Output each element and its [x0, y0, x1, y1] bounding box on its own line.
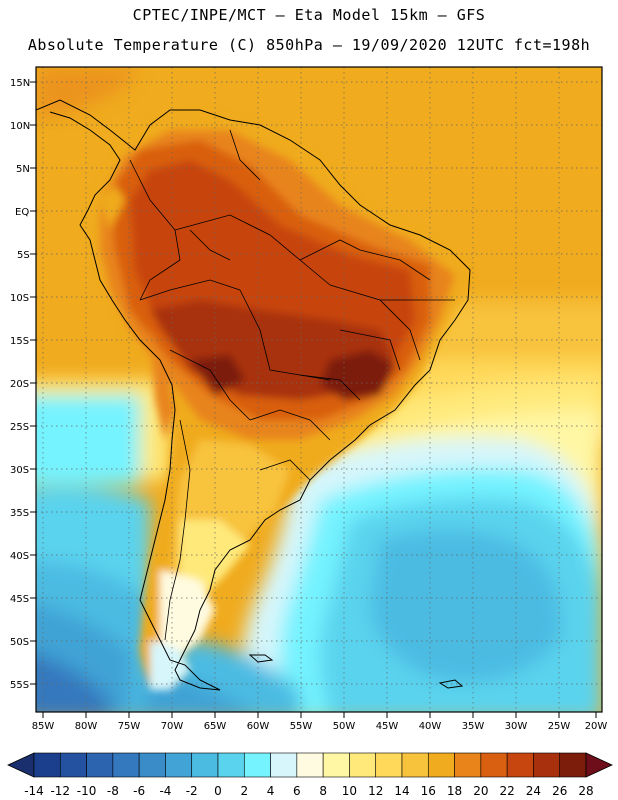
- map-frame: [35, 66, 603, 713]
- colorbar-label: 20: [473, 784, 488, 798]
- lat-label: 25S: [10, 422, 29, 433]
- lat-label: 10N: [10, 121, 30, 132]
- title-line-1: CPTEC/INPE/MCT – Eta Model 15km – GFS: [132, 6, 486, 24]
- lon-label: 30W: [505, 721, 528, 732]
- colorbar-swatch: [322, 752, 350, 778]
- temperature-field: [36, 67, 602, 712]
- lon-label: 20W: [585, 721, 608, 732]
- colorbar-label: -12: [50, 784, 70, 798]
- colorbar-swatch: [33, 752, 61, 778]
- colorbar-label: 22: [500, 784, 515, 798]
- colorbar-swatch: [217, 752, 245, 778]
- colorbar-swatch: [401, 752, 429, 778]
- lon-label: 35W: [462, 721, 485, 732]
- lat-label: 5S: [17, 250, 30, 261]
- colorbar-swatch: [191, 752, 219, 778]
- colorbar-label: 8: [319, 784, 327, 798]
- lat-label: 55S: [10, 680, 29, 691]
- colorbar-label: 2: [240, 784, 248, 798]
- lon-label: 85W: [32, 721, 55, 732]
- colorbar-label: -14: [24, 784, 44, 798]
- lon-label: 25W: [548, 721, 571, 732]
- colorbar-label: 24: [526, 784, 541, 798]
- colorbar-swatch: [533, 752, 561, 778]
- colorbar-swatch: [296, 752, 324, 778]
- colorbar-label: -10: [77, 784, 97, 798]
- lat-label: 45S: [10, 594, 29, 605]
- lon-label: 50W: [333, 721, 356, 732]
- country-borders: [129, 129, 455, 641]
- colorbar-low-arrow: [7, 752, 35, 778]
- lat-label: EQ: [15, 207, 29, 218]
- lon-label: 40W: [419, 721, 442, 732]
- lon-label: 75W: [118, 721, 141, 732]
- colorbar-swatch: [86, 752, 114, 778]
- colorbar-high-arrow: [585, 752, 613, 778]
- lat-label: 40S: [10, 551, 29, 562]
- colorbar-label: 10: [342, 784, 357, 798]
- lat-label: 50S: [10, 637, 29, 648]
- colorbar-swatch: [480, 752, 508, 778]
- lat-label: 10S: [10, 293, 29, 304]
- colorbar-label: -4: [159, 784, 171, 798]
- colorbar-swatch: [349, 752, 377, 778]
- colorbar-label: 26: [552, 784, 567, 798]
- colorbar-swatch: [375, 752, 403, 778]
- colorbar-swatch: [165, 752, 193, 778]
- colorbar-swatch: [138, 752, 166, 778]
- lat-label: 20S: [10, 379, 29, 390]
- lon-label: 60W: [247, 721, 270, 732]
- lat-label: 5N: [16, 164, 30, 175]
- colorbar-label: 4: [267, 784, 275, 798]
- colorbar-swatch: [427, 752, 455, 778]
- colorbar-label: -2: [186, 784, 198, 798]
- colorbar-swatch: [270, 752, 298, 778]
- lon-label: 65W: [204, 721, 227, 732]
- colorbar-label: 28: [578, 784, 593, 798]
- colorbar-label: 16: [421, 784, 436, 798]
- lat-label: 15S: [10, 336, 29, 347]
- lat-label: 15N: [10, 78, 30, 89]
- colorbar-label: 14: [394, 784, 409, 798]
- colorbar-swatch: [454, 752, 482, 778]
- colorbar-label: -8: [107, 784, 119, 798]
- title-line-2: Absolute Temperature (C) 850hPa – 19/09/…: [27, 36, 591, 54]
- longitude-labels: 85W 80W 75W 70W 65W 60W 55W 50W 45W 40W …: [32, 712, 608, 732]
- lat-label: 35S: [10, 508, 29, 519]
- colorbar-label: 18: [447, 784, 462, 798]
- colorbar-label: 0: [214, 784, 222, 798]
- colorbar-swatch: [243, 752, 271, 778]
- lon-label: 55W: [290, 721, 313, 732]
- colorbar-swatch: [59, 752, 87, 778]
- colorbar-swatch: [506, 752, 534, 778]
- lat-label: 30S: [10, 465, 29, 476]
- coastline: [36, 99, 471, 691]
- colorbar-label: -6: [133, 784, 145, 798]
- colorbar-label: 12: [368, 784, 383, 798]
- lon-label: 70W: [161, 721, 184, 732]
- colorbar-swatch: [112, 752, 140, 778]
- colorbar-swatch: [559, 752, 587, 778]
- lon-label: 45W: [376, 721, 399, 732]
- latitude-labels: 15N 10N 5N EQ 5S 10S 15S 20S 25S 30S 35S…: [10, 78, 36, 691]
- colorbar-label: 6: [293, 784, 301, 798]
- colorbar: -14 -12 -10 -8 -6 -4 -2 0 2 4 6 8 10 12 14 16 18 20 22 24 26…: [7, 752, 613, 798]
- lon-label: 80W: [75, 721, 98, 732]
